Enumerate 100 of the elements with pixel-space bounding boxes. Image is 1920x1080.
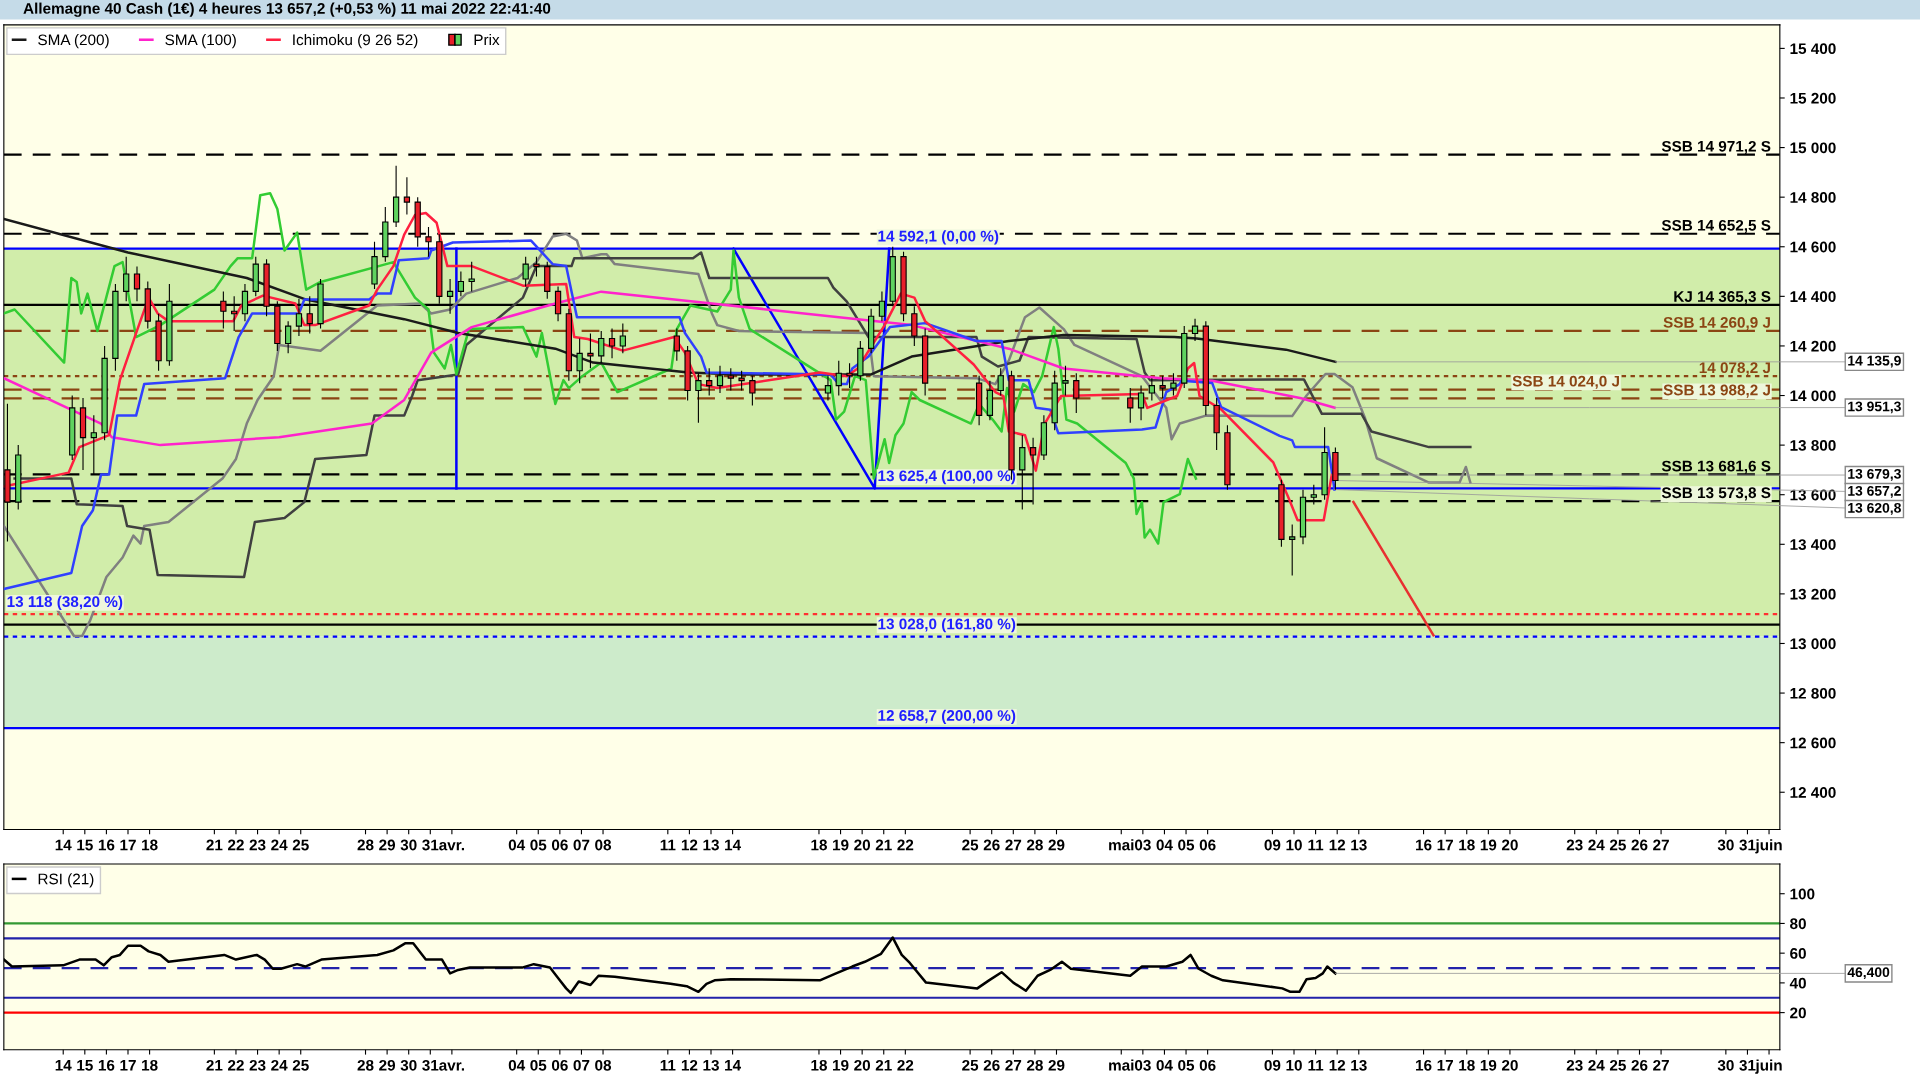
annotation: 13 625,4 (100,00 %) xyxy=(878,470,1016,485)
x-tick-label: 27 xyxy=(1005,1059,1022,1071)
y-tick-label: 60 xyxy=(1790,948,1806,959)
x-tick-label: 22 xyxy=(228,839,244,851)
x-tick-label: avr. xyxy=(439,1062,465,1071)
x-tick-label: 26 xyxy=(1631,1059,1648,1071)
x-tick-label: 23 xyxy=(249,839,266,851)
x-tick-label: 11 xyxy=(660,1060,676,1071)
y-tick-label: 13 000 xyxy=(1790,638,1836,650)
x-tick-label: 18 xyxy=(811,1059,827,1071)
chart-title: Allemagne 40 Cash (1€) 4 heures 13 657,2 (+0,53 %) 11 mai 2022 22:41:40 xyxy=(23,2,551,17)
legend-label: SMA (100) xyxy=(165,34,236,49)
x-tick-label: 21 xyxy=(875,839,892,851)
x-tick-label: 10 xyxy=(1286,839,1302,851)
x-tick-label: 23 xyxy=(1566,1059,1583,1071)
x-tick-label: 21 xyxy=(875,1059,892,1071)
annotation: 14 592,1 (0,00 %) xyxy=(878,230,999,245)
x-tick-label: 11 xyxy=(660,839,676,851)
x-tick-label: mai xyxy=(1109,839,1134,851)
ref-line-label: SSB 13 573,8 S xyxy=(1661,487,1771,501)
x-tick-label: 25 xyxy=(292,839,309,851)
x-tick-label: 13 xyxy=(1351,839,1367,851)
x-tick-label: 09 xyxy=(1264,839,1281,851)
x-tick-label: 11 xyxy=(1308,839,1324,851)
y-tick-label: 14 800 xyxy=(1790,192,1836,203)
x-tick-label: 22 xyxy=(897,839,914,851)
legend-label: SMA (200) xyxy=(38,34,109,49)
legend-label: Prix xyxy=(474,34,500,46)
x-tick-label: 23 xyxy=(1566,839,1583,851)
x-tick-label: 06 xyxy=(551,1059,568,1071)
y-tick-label: 14 600 xyxy=(1790,241,1836,253)
x-tick-label: 07 xyxy=(573,839,590,851)
y-tick-label: 13 800 xyxy=(1790,439,1836,451)
x-tick-label: 31 xyxy=(1739,839,1756,851)
x-tick-label: 20 xyxy=(854,839,871,851)
ref-line-label: SSB 14 971,2 S xyxy=(1661,140,1771,154)
y-tick-label: 12 800 xyxy=(1790,687,1836,699)
x-tick-label: 05 xyxy=(530,1059,547,1071)
x-tick-label: 08 xyxy=(595,839,612,851)
x-tick-label: 03 xyxy=(1134,1059,1151,1071)
x-tick-label: 16 xyxy=(1416,1059,1432,1071)
x-tick-label: 08 xyxy=(595,1059,612,1071)
x-tick-label: 26 xyxy=(983,1059,1000,1071)
y-tick-label: 15 200 xyxy=(1790,92,1836,104)
x-tick-label: 28 xyxy=(357,1059,374,1071)
legend-label: Ichimoku (9 26 52) xyxy=(293,34,418,49)
x-tick-label: 20 xyxy=(1501,839,1518,851)
x-tick-label: 07 xyxy=(573,1059,590,1071)
ref-line-label: 14 078,2 J xyxy=(1699,362,1770,376)
annotation: 13 657,2 xyxy=(1848,485,1901,498)
x-tick-label: 30 xyxy=(400,839,417,851)
x-tick-label: 17 xyxy=(1437,839,1453,851)
x-tick-label: 28 xyxy=(357,839,374,851)
x-tick-label: 17 xyxy=(1437,1060,1453,1071)
y-tick-label: 13 600 xyxy=(1790,489,1836,501)
x-tick-label: 20 xyxy=(1501,1059,1518,1071)
x-tick-label: 16 xyxy=(98,1059,115,1071)
x-tick-label: 04 xyxy=(1156,839,1173,851)
x-tick-label: 16 xyxy=(1416,839,1432,851)
annotation: 13 028,0 (161,80 %) xyxy=(878,618,1016,633)
ref-line-label: SSB 14 652,5 S xyxy=(1661,219,1771,233)
ref-line-label: SSB 13 988,2 J xyxy=(1663,384,1770,398)
y-tick-label: 12 400 xyxy=(1790,787,1836,798)
annotation: 13 620,8 xyxy=(1848,502,1901,515)
ref-line-label: SSB 14 024,0 J xyxy=(1512,375,1619,389)
ref-line-label: SSB 14 260,9 J xyxy=(1663,317,1770,331)
y-tick-label: 40 xyxy=(1789,977,1806,989)
x-tick-label: juin xyxy=(1755,1059,1782,1074)
x-tick-label: 19 xyxy=(833,1059,849,1071)
x-tick-label: 19 xyxy=(1480,839,1497,851)
y-tick-label: 14 000 xyxy=(1790,390,1836,402)
x-tick-label: 12 xyxy=(1329,839,1346,851)
y-tick-label: 15 000 xyxy=(1790,142,1836,154)
x-tick-label: 12 xyxy=(1329,1059,1346,1071)
x-tick-label: 30 xyxy=(1717,839,1734,851)
x-tick-label: 27 xyxy=(1653,839,1669,851)
y-tick-label: 15 400 xyxy=(1790,43,1836,55)
legend-label: RSI (21) xyxy=(38,873,94,888)
x-tick-label: 18 xyxy=(1459,839,1475,851)
x-tick-label: 22 xyxy=(228,1059,244,1071)
x-tick-label: 10 xyxy=(1286,1059,1302,1071)
x-tick-label: 13 xyxy=(1351,1059,1367,1071)
x-tick-label: 26 xyxy=(983,839,1000,851)
x-tick-label: 05 xyxy=(1178,839,1195,851)
x-tick-label: 22 xyxy=(897,1059,914,1071)
x-tick-label: 31 xyxy=(422,1059,439,1071)
x-tick-label: 25 xyxy=(962,1059,979,1071)
x-tick-label: 29 xyxy=(379,1059,396,1071)
x-tick-label: 15 xyxy=(77,1060,93,1071)
x-tick-label: 29 xyxy=(1048,839,1065,851)
x-tick-label: 09 xyxy=(1264,1059,1281,1071)
annotation: 13 679,3 xyxy=(1848,468,1901,481)
x-tick-label: 25 xyxy=(1609,839,1626,851)
ref-line-label: SSB 13 681,6 S xyxy=(1661,460,1771,474)
x-tick-label: 24 xyxy=(271,839,288,851)
x-tick-label: juin xyxy=(1755,839,1782,854)
x-tick-label: 30 xyxy=(1717,1059,1734,1071)
x-tick-label: 25 xyxy=(292,1059,309,1071)
x-tick-label: 19 xyxy=(833,839,849,851)
x-tick-label: 04 xyxy=(1156,1059,1173,1071)
